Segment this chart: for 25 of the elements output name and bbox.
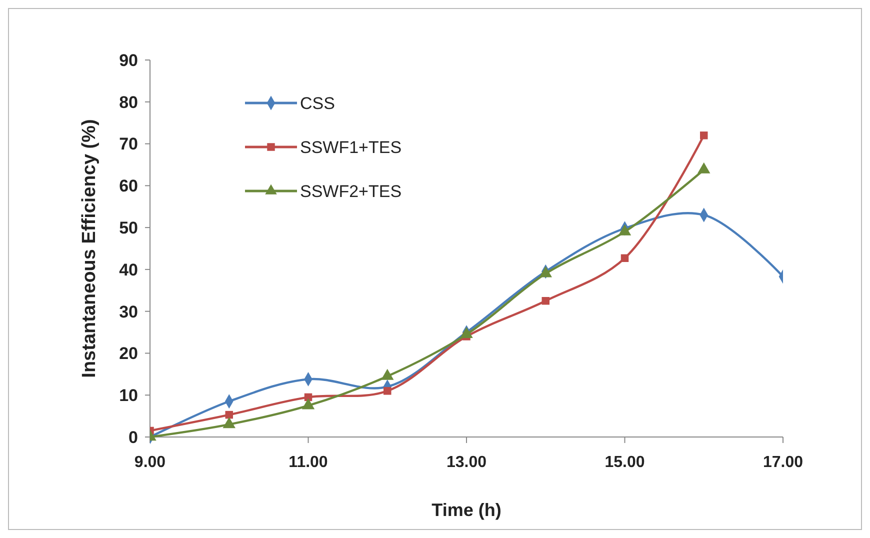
y-tick-label: 40 [119, 260, 138, 280]
y-tick-label: 20 [119, 344, 138, 364]
point [225, 410, 233, 419]
legend-label: SSWF2+TES [300, 182, 402, 201]
y-tick-label: 10 [119, 386, 138, 406]
y-tick-label: 60 [119, 176, 138, 196]
y-axis-title: Instantaneous Efficiency (%) [79, 119, 100, 378]
x-tick-label: 9.00 [134, 454, 166, 471]
y-tick-label: 30 [119, 302, 138, 322]
x-tick-label: 11.00 [288, 454, 328, 471]
x-tick-label: 17.00 [762, 454, 804, 471]
y-tick-label: 50 [119, 218, 138, 238]
x-tick-label: 15.00 [604, 454, 645, 471]
point [542, 296, 550, 305]
point [700, 132, 708, 140]
point [620, 254, 629, 262]
y-tick-label: 80 [119, 92, 138, 112]
x-axis-title: Time (h) [432, 500, 502, 520]
legend-label: CSS [300, 94, 335, 113]
y-tick-label: 90 [119, 50, 138, 70]
point [384, 387, 392, 395]
x-tick-label: 13.00 [446, 454, 487, 471]
y-tick-label: 0 [128, 428, 138, 447]
legend-label: SSWF1+TES [300, 138, 402, 157]
y-tick-label: 70 [119, 134, 138, 154]
